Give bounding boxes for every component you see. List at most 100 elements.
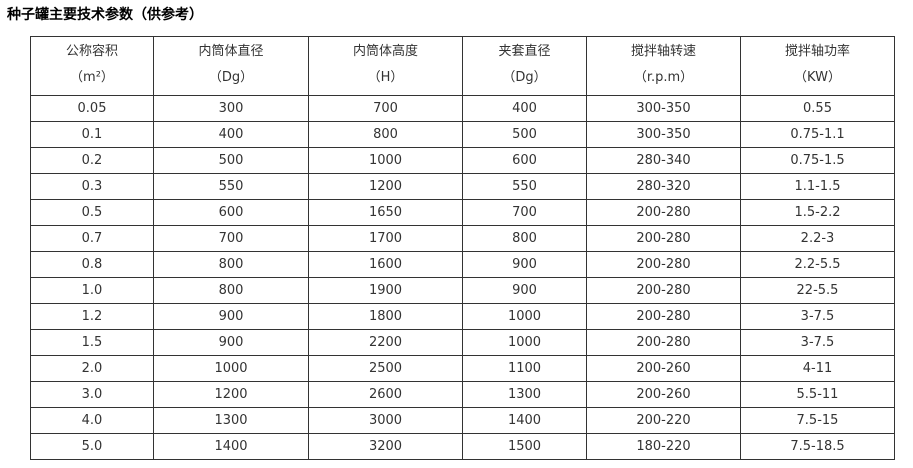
table-cell: 1400: [153, 433, 309, 460]
table-row: 1.0 800 1900 900 200-280 22-5.5: [30, 277, 895, 304]
table-cell: 400: [153, 121, 309, 148]
table-cell: 0.2: [30, 147, 154, 174]
table-cell: 4-11: [740, 355, 895, 382]
table-cell: 200-260: [586, 381, 741, 408]
column-header: 内筒体高度 （H）: [308, 36, 463, 96]
table-cell: 5.0: [30, 433, 154, 460]
table-cell: 300-350: [586, 121, 741, 148]
table-cell: 1000: [308, 147, 463, 174]
table-cell: 1200: [308, 173, 463, 200]
table-cell: 2600: [308, 381, 463, 408]
table-cell: 300-350: [586, 95, 741, 122]
table-cell: 2.2-5.5: [740, 251, 895, 278]
table-cell: 280-340: [586, 147, 741, 174]
table-row: 0.8 800 1600 900 200-280 2.2-5.5: [30, 251, 895, 278]
table-cell: 7.5-18.5: [740, 433, 895, 460]
column-header: 公称容积 （m²）: [30, 36, 154, 96]
column-header-unit: （H）: [367, 70, 404, 85]
table-cell: 500: [462, 121, 587, 148]
table-cell: 0.55: [740, 95, 895, 122]
table-cell: 550: [153, 173, 309, 200]
table-cell: 3000: [308, 407, 463, 434]
table-row: 0.05 300 700 400 300-350 0.55: [30, 95, 895, 122]
column-header-unit: （r.p.m）: [633, 70, 694, 85]
table-cell: 1400: [462, 407, 587, 434]
table-cell: 1.1-1.5: [740, 173, 895, 200]
table-cell: 0.75-1.1: [740, 121, 895, 148]
table-cell: 200-280: [586, 199, 741, 226]
table-row: 0.2 500 1000 600 280-340 0.75-1.5: [30, 147, 895, 174]
table-cell: 2500: [308, 355, 463, 382]
column-header: 夹套直径 （Dg）: [462, 36, 587, 96]
table-cell: 700: [462, 199, 587, 226]
column-header-name: 搅拌轴转速: [630, 44, 696, 59]
table-cell: 900: [462, 251, 587, 278]
table-cell: 1.2: [30, 303, 154, 330]
table-cell: 1700: [308, 225, 463, 252]
column-header-unit: （m²）: [70, 70, 114, 85]
table-cell: 200-220: [586, 407, 741, 434]
table-cell: 400: [462, 95, 587, 122]
table-cell: 0.75-1.5: [740, 147, 895, 174]
table-cell: 1.0: [30, 277, 154, 304]
column-header-name: 内筒体直径: [198, 44, 264, 59]
table-cell: 0.3: [30, 173, 154, 200]
table-row: 0.5 600 1650 700 200-280 1.5-2.2: [30, 199, 895, 226]
table-cell: 7.5-15: [740, 407, 895, 434]
column-header: 搅拌轴功率 （KW）: [740, 36, 895, 96]
table-cell: 2200: [308, 329, 463, 356]
table-cell: 1600: [308, 251, 463, 278]
table-cell: 900: [153, 329, 309, 356]
column-header: 内筒体直径 （Dg）: [153, 36, 309, 96]
table-cell: 280-320: [586, 173, 741, 200]
table-cell: 1000: [462, 329, 587, 356]
table-cell: 4.0: [30, 407, 154, 434]
column-header-name: 公称容积: [65, 44, 118, 59]
table-cell: 200-280: [586, 303, 741, 330]
table-cell: 1.5-2.2: [740, 199, 895, 226]
table-cell: 900: [462, 277, 587, 304]
table-cell: 1800: [308, 303, 463, 330]
table-cell: 200-280: [586, 251, 741, 278]
column-header-name: 搅拌轴功率: [784, 44, 850, 59]
table-row: 2.0 1000 2500 1100 200-260 4-11: [30, 355, 895, 382]
table-cell: 800: [462, 225, 587, 252]
column-header-name: 内筒体高度: [352, 44, 418, 59]
table-cell: 1650: [308, 199, 463, 226]
table-cell: 1300: [462, 381, 587, 408]
table-cell: 3.0: [30, 381, 154, 408]
table-cell: 2.2-3: [740, 225, 895, 252]
table-cell: 1.5: [30, 329, 154, 356]
table-row: 1.5 900 2200 1000 200-280 3-7.5: [30, 329, 895, 356]
table-cell: 700: [153, 225, 309, 252]
table-cell: 0.1: [30, 121, 154, 148]
column-header-unit: （Dg）: [208, 70, 254, 85]
table-cell: 300: [153, 95, 309, 122]
table-row: 1.2 900 1800 1000 200-280 3-7.5: [30, 303, 895, 330]
table-cell: 200-280: [586, 225, 741, 252]
table-row: 4.0 1300 3000 1400 200-220 7.5-15: [30, 407, 895, 434]
column-header-name: 夹套直径: [498, 44, 551, 59]
table-row: 0.1 400 800 500 300-350 0.75-1.1: [30, 121, 895, 148]
table-cell: 200-280: [586, 277, 741, 304]
page-title: 种子罐主要技术参数（供参考）: [7, 7, 203, 23]
table-cell: 800: [308, 121, 463, 148]
header-row: 公称容积 （m²） 内筒体直径 （Dg） 内筒体高度 （H） 夹套直径 （Dg） 搅拌轴转速 （r…: [30, 36, 895, 96]
table-cell: 1100: [462, 355, 587, 382]
table-cell: 22-5.5: [740, 277, 895, 304]
column-header: 搅拌轴转速 （r.p.m）: [586, 36, 741, 96]
table-row: 5.0 1400 3200 1500 180-220 7.5-18.5: [30, 433, 895, 460]
table-cell: 1200: [153, 381, 309, 408]
column-header-unit: （Dg）: [502, 70, 547, 85]
table-cell: 200-280: [586, 329, 741, 356]
table-cell: 600: [153, 199, 309, 226]
table-cell: 3-7.5: [740, 303, 895, 330]
table-cell: 0.8: [30, 251, 154, 278]
table-row: 0.3 550 1200 550 280-320 1.1-1.5: [30, 173, 895, 200]
table-row: 3.0 1200 2600 1300 200-260 5.5-11: [30, 381, 895, 408]
table-cell: 900: [153, 303, 309, 330]
table-cell: 5.5-11: [740, 381, 895, 408]
table-cell: 800: [153, 251, 309, 278]
table-cell: 0.05: [30, 95, 154, 122]
table-cell: 0.7: [30, 225, 154, 252]
